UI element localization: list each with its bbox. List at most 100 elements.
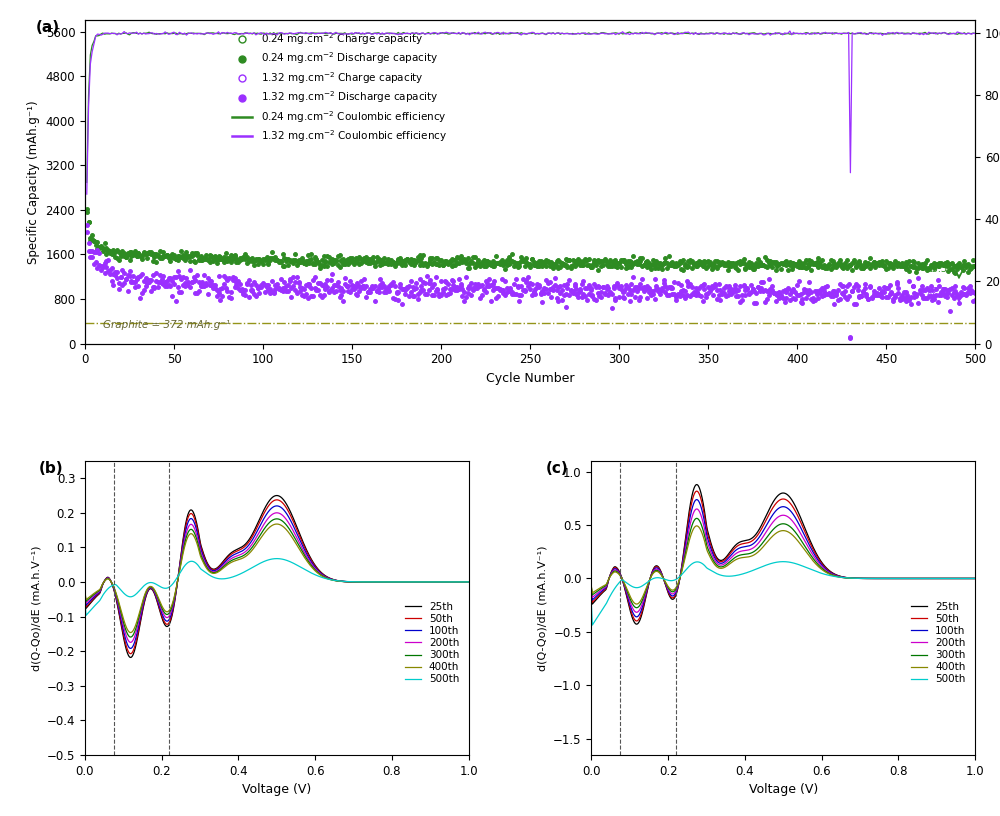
500th: [586, 620, 598, 630]
Point: [579, 253, 595, 266]
Point: [937, 282, 953, 295]
Point: [816, 288, 832, 301]
Point: [757, 296, 773, 309]
Point: [449, 256, 465, 269]
Point: [107, 265, 123, 278]
Point: [746, 259, 762, 272]
Point: [565, 258, 581, 271]
Point: [453, 280, 469, 293]
Text: x2.2: x2.2: [927, 287, 948, 297]
Point: [82, 234, 98, 247]
Point: [636, 285, 652, 298]
Point: [460, 286, 476, 299]
Point: [337, 254, 353, 267]
Point: [889, 259, 905, 273]
Point: [766, 255, 782, 268]
Point: [326, 278, 342, 291]
Point: [962, 262, 978, 275]
Point: [622, 258, 638, 271]
Point: [672, 290, 688, 303]
Point: [691, 282, 707, 295]
Point: [292, 255, 308, 268]
Point: [910, 272, 926, 285]
Point: [232, 253, 248, 266]
Point: [79, 206, 95, 219]
Point: [212, 283, 228, 296]
Point: [241, 255, 257, 268]
Y-axis label: d(Q-Qo)/dE (mA.h.V⁻¹): d(Q-Qo)/dE (mA.h.V⁻¹): [538, 545, 548, 671]
Point: [894, 289, 910, 302]
50th: [958, 574, 970, 583]
Point: [397, 283, 413, 296]
Point: [150, 280, 166, 293]
Point: [639, 255, 655, 268]
Point: [627, 290, 643, 304]
Point: [590, 264, 606, 277]
Point: [652, 259, 668, 272]
Point: [89, 242, 105, 255]
Point: [401, 290, 417, 303]
Point: [469, 278, 485, 291]
Point: [737, 289, 753, 302]
400th: [79, 587, 91, 596]
Point: [549, 284, 565, 297]
Point: [118, 251, 134, 264]
Point: [647, 272, 663, 285]
Point: [890, 257, 906, 270]
Point: [364, 282, 380, 295]
25th: [888, 574, 900, 583]
Point: [707, 280, 723, 293]
Point: [111, 277, 127, 290]
Point: [494, 255, 510, 268]
Line: 400th: 400th: [591, 526, 975, 604]
Point: [296, 256, 312, 269]
Point: [894, 259, 910, 273]
Point: [533, 287, 549, 300]
Point: [876, 286, 892, 299]
Point: [947, 285, 963, 298]
Point: [100, 244, 116, 257]
Point: [935, 259, 951, 272]
Point: [408, 281, 424, 294]
Point: [298, 279, 314, 292]
25th: [452, 577, 464, 587]
Point: [613, 254, 629, 267]
Point: [917, 283, 933, 296]
Point: [597, 254, 613, 267]
Point: [191, 254, 207, 267]
100th: [452, 577, 464, 587]
Point: [607, 291, 623, 304]
Point: [502, 283, 518, 296]
Point: [371, 255, 387, 268]
Point: [308, 284, 324, 297]
50th: [605, 569, 617, 579]
Point: [97, 237, 113, 250]
Point: [700, 286, 716, 299]
Point: [93, 259, 109, 273]
Point: [175, 248, 191, 261]
Point: [287, 254, 303, 267]
Point: [219, 273, 235, 286]
Point: [627, 256, 643, 269]
300th: [452, 577, 464, 587]
Line: 25th: 25th: [85, 495, 469, 658]
Point: [780, 264, 796, 277]
Point: [534, 255, 550, 268]
Point: [381, 279, 397, 292]
Point: [873, 257, 889, 270]
Point: [912, 287, 928, 300]
Point: [522, 257, 538, 270]
Point: [392, 277, 408, 290]
Point: [120, 285, 136, 298]
Point: [898, 255, 914, 268]
Point: [543, 290, 559, 304]
Point: [584, 260, 600, 273]
Point: [728, 261, 744, 274]
Point: [428, 258, 444, 271]
Point: [173, 251, 189, 264]
Point: [794, 293, 810, 306]
Point: [853, 290, 869, 303]
Point: [275, 282, 291, 295]
Point: [860, 257, 876, 270]
Point: [568, 255, 584, 268]
